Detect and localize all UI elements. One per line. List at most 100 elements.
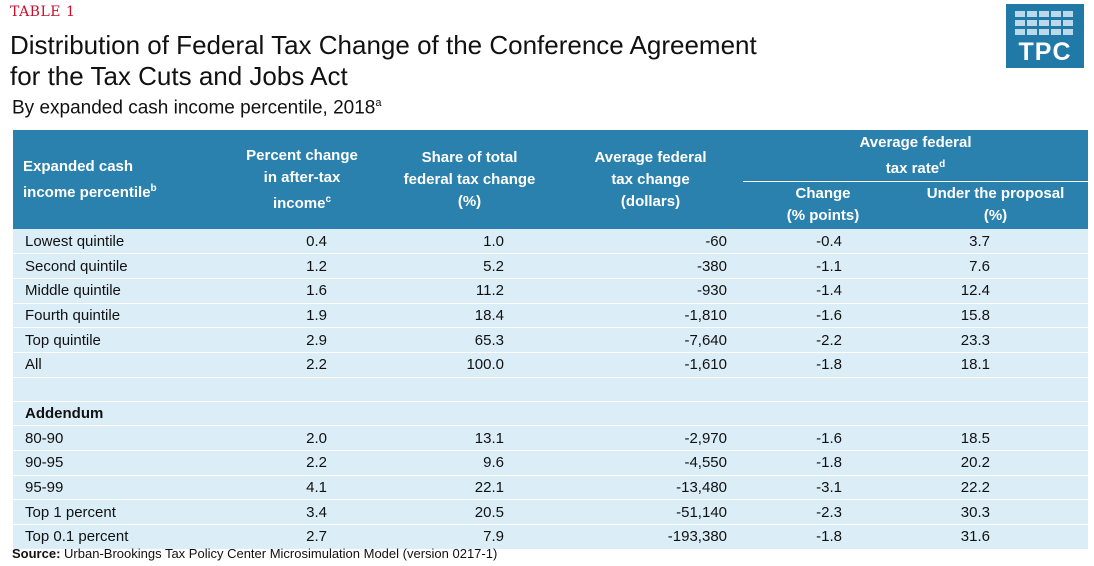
cell-avg-change: -1,810 <box>558 303 743 329</box>
cell-rate-change: -1.6 <box>743 303 903 329</box>
distribution-table: Expanded cash income percentileb Percent… <box>13 130 1088 550</box>
cell-rate-proposal: 22.2 <box>903 475 1088 501</box>
header-share: Share of total federal tax change (%) <box>381 130 558 229</box>
cell-share: 9.6 <box>381 450 558 476</box>
addendum-heading: Addendum <box>13 401 1088 427</box>
subtitle-footnote: a <box>375 97 382 109</box>
cell-rate-change: -1.8 <box>743 524 903 550</box>
cell-avg-change: -13,480 <box>558 475 743 501</box>
cell-share: 22.1 <box>381 475 558 501</box>
cell-share: 1.0 <box>381 229 558 255</box>
header-rate-proposal: Under the proposal (%) <box>903 181 1088 229</box>
table-body: Lowest quintile 0.4 1.0 -60 -0.4 3.7 Second qu… <box>13 229 1088 550</box>
cell-rate-proposal: 31.6 <box>903 524 1088 550</box>
cell-avg-change: -7,640 <box>558 327 743 353</box>
cell-pct-change: 0.4 <box>223 229 381 255</box>
cell-rate-change: -1.1 <box>743 253 903 279</box>
cell-share: 18.4 <box>381 303 558 329</box>
cell-label: 90-95 <box>13 450 223 476</box>
cell-pct-change: 2.2 <box>223 450 381 476</box>
cell-pct-change: 3.4 <box>223 499 381 526</box>
table-row: Top 0.1 percent 2.7 7.9 -193,380 -1.8 31.6 <box>13 524 1088 550</box>
cell-avg-change: -2,970 <box>558 425 743 451</box>
cell-share: 7.9 <box>381 524 558 550</box>
header-avg-change: Average federal tax change (dollars) <box>558 130 743 229</box>
subtitle-text: By expanded cash income percentile, 2018 <box>12 97 376 119</box>
header-pct-change: Percent change in after-tax incomec <box>223 130 381 229</box>
cell-rate-proposal: 20.2 <box>903 450 1088 476</box>
cell-pct-change: 1.9 <box>223 303 381 329</box>
cell-label: Lowest quintile <box>13 229 223 255</box>
table-row: All 2.2 100.0 -1,610 -1.8 18.1 <box>13 352 1088 378</box>
cell-avg-change: -51,140 <box>558 499 743 526</box>
cell-avg-change: -4,550 <box>558 450 743 476</box>
cell-rate-proposal: 18.1 <box>903 352 1088 378</box>
header-rate-change: Change (% points) <box>743 181 903 229</box>
cell-pct-change: 2.2 <box>223 352 381 378</box>
cell-label: Top 0.1 percent <box>13 524 223 550</box>
cell-rate-change: -1.6 <box>743 425 903 451</box>
title-line-1: Distribution of Federal Tax Change of th… <box>10 30 757 60</box>
cell-label: Top 1 percent <box>13 499 223 526</box>
logo-grid-icon <box>1015 11 1073 35</box>
cell-share: 65.3 <box>381 327 558 353</box>
cell-rate-change: -2.3 <box>743 499 903 526</box>
cell-rate-change: -1.8 <box>743 450 903 476</box>
cell-rate-proposal: 3.7 <box>903 229 1088 255</box>
cell-share: 13.1 <box>381 425 558 451</box>
title-line-2: for the Tax Cuts and Jobs Act <box>10 61 348 91</box>
cell-rate-change: -2.2 <box>743 327 903 353</box>
tpc-logo: TPC <box>1006 4 1084 68</box>
cell-label: Fourth quintile <box>13 303 223 329</box>
cell-avg-change: -930 <box>558 278 743 304</box>
table-row: 80-90 2.0 13.1 -2,970 -1.6 18.5 <box>13 425 1088 451</box>
header-avg-rate-group: Average federal tax rated <box>743 130 1088 182</box>
cell-pct-change: 2.9 <box>223 327 381 353</box>
spacer-row <box>13 377 1088 402</box>
source-label: Source: <box>12 546 61 561</box>
cell-pct-change: 2.0 <box>223 425 381 451</box>
header-income-percentile: Expanded cash income percentileb <box>13 130 223 229</box>
source-note: Source: Urban-Brookings Tax Policy Cente… <box>12 546 497 561</box>
table-row: Second quintile 1.2 5.2 -380 -1.1 7.6 <box>13 253 1088 279</box>
cell-share: 5.2 <box>381 253 558 279</box>
page-title: Distribution of Federal Tax Change of th… <box>10 30 757 92</box>
cell-pct-change: 1.6 <box>223 278 381 304</box>
cell-label: Second quintile <box>13 253 223 279</box>
table-row: Top 1 percent 3.4 20.5 -51,140 -2.3 30.3 <box>13 499 1088 526</box>
cell-avg-change: -1,610 <box>558 352 743 378</box>
cell-rate-proposal: 23.3 <box>903 327 1088 353</box>
addendum-heading-row: Addendum <box>13 401 1088 427</box>
table-row: Middle quintile 1.6 11.2 -930 -1.4 12.4 <box>13 278 1088 304</box>
cell-label: Middle quintile <box>13 278 223 304</box>
table-row: 95-99 4.1 22.1 -13,480 -3.1 22.2 <box>13 475 1088 501</box>
cell-pct-change: 4.1 <box>223 475 381 501</box>
cell-avg-change: -380 <box>558 253 743 279</box>
table-row: Top quintile 2.9 65.3 -7,640 -2.2 23.3 <box>13 327 1088 353</box>
table-row: Fourth quintile 1.9 18.4 -1,810 -1.6 15.8 <box>13 303 1088 329</box>
cell-rate-proposal: 18.5 <box>903 425 1088 451</box>
cell-share: 20.5 <box>381 499 558 526</box>
cell-rate-proposal: 12.4 <box>903 278 1088 304</box>
table-row: Lowest quintile 0.4 1.0 -60 -0.4 3.7 <box>13 229 1088 255</box>
cell-rate-proposal: 7.6 <box>903 253 1088 279</box>
cell-rate-change: -3.1 <box>743 475 903 501</box>
cell-avg-change: -193,380 <box>558 524 743 550</box>
cell-rate-change: -0.4 <box>743 229 903 255</box>
cell-label: 80-90 <box>13 425 223 451</box>
logo-text: TPC <box>1018 38 1072 66</box>
cell-label: All <box>13 352 223 378</box>
cell-rate-proposal: 15.8 <box>903 303 1088 329</box>
cell-label: 95-99 <box>13 475 223 501</box>
cell-rate-proposal: 30.3 <box>903 499 1088 526</box>
cell-share: 100.0 <box>381 352 558 378</box>
cell-avg-change: -60 <box>558 229 743 255</box>
table-row: 90-95 2.2 9.6 -4,550 -1.8 20.2 <box>13 450 1088 476</box>
cell-pct-change: 1.2 <box>223 253 381 279</box>
subtitle: By expanded cash income percentile, 2018… <box>12 97 381 119</box>
cell-share: 11.2 <box>381 278 558 304</box>
cell-label: Top quintile <box>13 327 223 353</box>
cell-pct-change: 2.7 <box>223 524 381 550</box>
cell-rate-change: -1.4 <box>743 278 903 304</box>
cell-rate-change: -1.8 <box>743 352 903 378</box>
